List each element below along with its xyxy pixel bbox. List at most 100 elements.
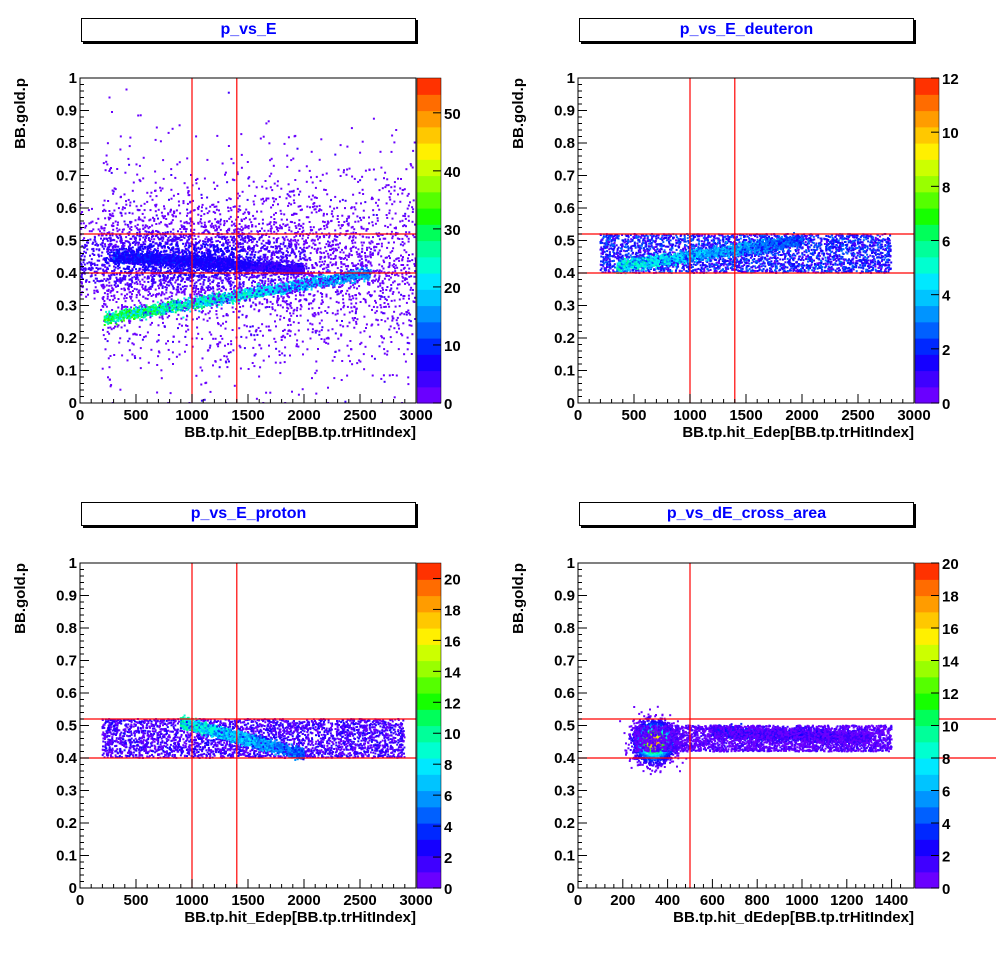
y-tick-label: 0.4 bbox=[56, 750, 78, 767]
x-axis-title: BB.tp.hit_Edep[BB.tp.trHitIndex] bbox=[682, 424, 914, 441]
title-p-vs-e-proton: p_vs_E_proton bbox=[81, 502, 416, 526]
y-tick-label: 0.1 bbox=[56, 363, 77, 380]
y-axis-title: BB.gold.p bbox=[510, 78, 527, 149]
x-tick-label: 2000 bbox=[287, 407, 320, 424]
x-tick-label: 3000 bbox=[399, 407, 432, 424]
x-tick-label: 1000 bbox=[175, 407, 208, 424]
x-axis-title: BB.tp.hit_Edep[BB.tp.trHitIndex] bbox=[184, 424, 416, 441]
colorbar-bin bbox=[417, 208, 441, 225]
colorbar-bin bbox=[417, 159, 441, 177]
x-axis-title: BB.tp.hit_dEdep[BB.tp.trHitIndex] bbox=[673, 909, 914, 926]
colorbar-bin bbox=[417, 273, 441, 290]
colorbar-tick-label: 30 bbox=[444, 222, 461, 239]
heatmap-panel-3: 00.10.20.30.40.50.60.70.80.910 500 1000 150… bbox=[12, 555, 461, 926]
x-tick-label: 200 bbox=[610, 892, 635, 909]
colorbar-tick-label: 16 bbox=[942, 621, 959, 638]
colorbar-bin bbox=[915, 855, 939, 873]
y-tick-label: 0.5 bbox=[56, 718, 77, 735]
colorbar-bin bbox=[417, 354, 441, 372]
colorbar-bin bbox=[417, 321, 441, 339]
colorbar-tick-label: 20 bbox=[942, 556, 959, 573]
colorbar-tick-label: 14 bbox=[942, 654, 959, 671]
y-tick-label: 0.8 bbox=[56, 620, 77, 637]
y-tick-label: 0.2 bbox=[56, 330, 77, 347]
colorbar-bin bbox=[915, 240, 939, 258]
y-tick-label: 1 bbox=[69, 555, 77, 572]
colorbar-bin bbox=[417, 693, 441, 710]
y-tick-label: 0.6 bbox=[56, 200, 77, 217]
colorbar-bin bbox=[417, 823, 441, 840]
colorbar-tick-label: 10 bbox=[942, 125, 959, 142]
colorbar-tick-label: 2 bbox=[444, 850, 452, 867]
y-tick-label: 0.9 bbox=[56, 103, 77, 120]
title-p-vs-e: p_vs_E bbox=[81, 18, 416, 42]
colorbar-bin bbox=[915, 224, 939, 242]
colorbar-bin bbox=[417, 709, 441, 727]
colorbar-bin bbox=[915, 741, 939, 759]
y-tick-label: 0.3 bbox=[554, 783, 575, 800]
colorbar-tick-label: 0 bbox=[444, 396, 452, 413]
title-p-vs-de-cross-area: p_vs_dE_cross_area bbox=[579, 502, 914, 526]
y-tick-label: 0.4 bbox=[56, 265, 78, 282]
y-tick-label: 0.3 bbox=[56, 783, 77, 800]
colorbar-bin bbox=[915, 806, 939, 824]
colorbar-bin bbox=[915, 628, 939, 645]
colorbar-bin bbox=[915, 273, 939, 290]
colorbar-bin bbox=[915, 370, 939, 388]
colorbar-bin bbox=[417, 725, 441, 743]
panel-title-text: p_vs_dE_cross_area bbox=[667, 505, 826, 522]
y-tick-label: 1 bbox=[567, 70, 575, 87]
colorbar-tick-label: 2 bbox=[942, 342, 950, 359]
colorbar-tick-label: 2 bbox=[942, 849, 950, 866]
colorbar-bin bbox=[417, 191, 441, 209]
heatmap-panel-2: 00.10.20.30.40.50.60.70.80.910 500 1000 150… bbox=[510, 70, 959, 441]
y-tick-label: 0.3 bbox=[554, 298, 575, 315]
colorbar-bin bbox=[915, 823, 939, 840]
x-tick-label: 0 bbox=[574, 407, 582, 424]
colorbar-bin bbox=[417, 871, 441, 889]
density-cells bbox=[80, 88, 416, 403]
x-tick-label: 1500 bbox=[231, 407, 264, 424]
y-tick-label: 0.2 bbox=[56, 815, 77, 832]
y-tick-label: 0.1 bbox=[56, 848, 77, 865]
colorbar-bin bbox=[417, 78, 441, 95]
y-tick-label: 0.4 bbox=[554, 265, 576, 282]
colorbar-tick-label: 10 bbox=[444, 726, 461, 743]
colorbar-bin bbox=[915, 143, 939, 160]
colorbar-bin bbox=[417, 611, 441, 629]
x-tick-label: 2500 bbox=[841, 407, 874, 424]
colorbar-bin bbox=[915, 256, 939, 274]
colorbar-bin bbox=[417, 855, 441, 873]
y-tick-label: 0.2 bbox=[554, 815, 575, 832]
colorbar-tick-label: 0 bbox=[942, 396, 950, 413]
x-tick-label: 400 bbox=[655, 892, 680, 909]
colorbar-tick-label: 4 bbox=[942, 816, 951, 833]
colorbar-bin bbox=[915, 191, 939, 209]
x-tick-label: 500 bbox=[123, 407, 148, 424]
y-tick-label: 0.9 bbox=[56, 588, 77, 605]
colorbar-bin bbox=[915, 386, 939, 404]
colorbar-bin bbox=[915, 758, 939, 775]
colorbar-bin bbox=[915, 159, 939, 177]
x-tick-label: 1000 bbox=[673, 407, 706, 424]
colorbar-bin bbox=[915, 579, 939, 597]
colorbar-bin bbox=[417, 94, 441, 112]
y-tick-label: 0.4 bbox=[554, 750, 576, 767]
y-axis-title: BB.gold.p bbox=[510, 563, 527, 634]
colorbar-tick-label: 14 bbox=[444, 664, 461, 681]
title-p-vs-e-deuteron: p_vs_E_deuteron bbox=[579, 18, 914, 42]
y-tick-label: 0.6 bbox=[554, 685, 575, 702]
colorbar-bin bbox=[915, 354, 939, 372]
y-tick-label: 1 bbox=[567, 555, 575, 572]
colorbar-bin bbox=[417, 338, 441, 355]
colorbar-bin bbox=[915, 774, 939, 792]
y-axis-title: BB.gold.p bbox=[12, 563, 29, 634]
x-tick-label: 1500 bbox=[231, 892, 264, 909]
colorbar-bin bbox=[915, 563, 939, 580]
plot-area bbox=[578, 563, 914, 888]
colorbar-tick-label: 0 bbox=[444, 881, 452, 898]
colorbar-bin bbox=[417, 143, 441, 160]
colorbar-tick-label: 8 bbox=[942, 179, 950, 196]
colorbar-bin bbox=[417, 175, 441, 193]
